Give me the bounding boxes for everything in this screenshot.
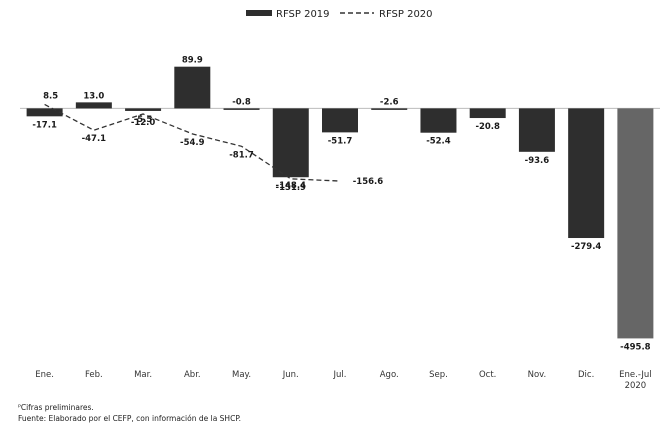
bar-value-label-9: -20.8 xyxy=(475,122,500,132)
x-tick-label-4: May. xyxy=(232,370,251,380)
bar-4 xyxy=(223,108,260,110)
legend-swatch-rfsp-2019 xyxy=(246,10,272,16)
source-note: Fuente: Elaborado por el CEFP, con infor… xyxy=(18,414,242,423)
bar-0 xyxy=(26,108,63,117)
legend-label-rfsp-2019: RFSP 2019 xyxy=(276,9,330,20)
bar-value-label-6: -51.7 xyxy=(328,136,353,146)
bar-3 xyxy=(174,66,211,109)
bar-value-label-3: 89.9 xyxy=(182,56,203,66)
bar-value-label-7: -2.6 xyxy=(380,97,399,107)
bar-9 xyxy=(469,108,506,119)
bar-7 xyxy=(371,108,408,110)
legend: RFSP 2019 RFSP 2020 xyxy=(246,9,433,20)
bar-value-label-0: -17.1 xyxy=(32,120,57,130)
preliminary-note: ᴾCifras preliminares. xyxy=(18,403,94,412)
line-value-label-0: 8.5 xyxy=(43,91,58,101)
bar-value-label-12: -495.8 xyxy=(620,342,650,352)
x-tick-label-1: Feb. xyxy=(85,370,103,380)
chart-notes: ᴾCifras preliminares. Fuente: Elaborado … xyxy=(18,402,241,424)
bar-value-label-11: -279.4 xyxy=(571,242,601,252)
bar-value-label-10: -93.6 xyxy=(525,156,550,166)
line-value-label-1: -47.1 xyxy=(82,134,107,144)
x-tick-label-12: Ene.-Jul 2020 xyxy=(619,370,652,391)
x-tick-label-9: Oct. xyxy=(479,370,496,380)
bar-10 xyxy=(518,108,555,152)
x-tick-label-7: Ago. xyxy=(380,370,399,380)
bar-12 xyxy=(617,108,654,339)
line-value-label-3: -54.9 xyxy=(180,138,205,148)
chart-area: RFSP 2019 RFSP 2020 -17.1 13.0 -5.5 89.9 -0.… xyxy=(20,9,660,391)
bar-value-label-2: -5.5 xyxy=(134,115,153,125)
value-labels: -17.1 13.0 -5.5 89.9 -0.8 -148.4 -51.7 -2.6 -52.… xyxy=(32,56,650,353)
x-tick-label-0: Ene. xyxy=(35,370,54,380)
x-tick-label-2: Mar. xyxy=(134,370,152,380)
x-tick-label-10: Nov. xyxy=(528,370,547,380)
bar-5 xyxy=(272,108,309,178)
bar-value-label-8: -52.4 xyxy=(426,137,451,147)
x-axis-ticks: Ene. Feb. Mar. Abr. May. Jun. Jul. Ago. Sep. Oct.… xyxy=(35,370,651,391)
bar-6 xyxy=(322,108,358,133)
line-value-label-6: -156.6 xyxy=(353,177,383,187)
x-tick-label-11: Dic. xyxy=(578,370,594,380)
x-tick-label-3: Abr. xyxy=(184,370,201,380)
x-tick-label-5: Jun. xyxy=(282,370,299,380)
x-tick-label-6: Jul. xyxy=(333,370,347,380)
legend-label-rfsp-2020: RFSP 2020 xyxy=(379,9,433,20)
bar-value-label-1: 13.0 xyxy=(83,91,104,101)
line-value-label-5: -151.9 xyxy=(276,183,306,193)
bar-8 xyxy=(420,108,457,133)
bar-11 xyxy=(568,108,605,239)
bar-series-rfsp-2019 xyxy=(26,66,654,339)
bar-2 xyxy=(125,108,162,111)
bar-value-label-4: -0.8 xyxy=(232,97,251,107)
line-series-rfsp-2020 xyxy=(44,103,341,182)
bar-1 xyxy=(75,102,112,109)
line-value-label-2: -12.0 xyxy=(131,118,156,128)
line-value-label-4: -81.7 xyxy=(229,150,254,160)
bar-value-label-5: -148.4 xyxy=(276,181,306,191)
x-tick-label-8: Sep. xyxy=(429,370,448,380)
